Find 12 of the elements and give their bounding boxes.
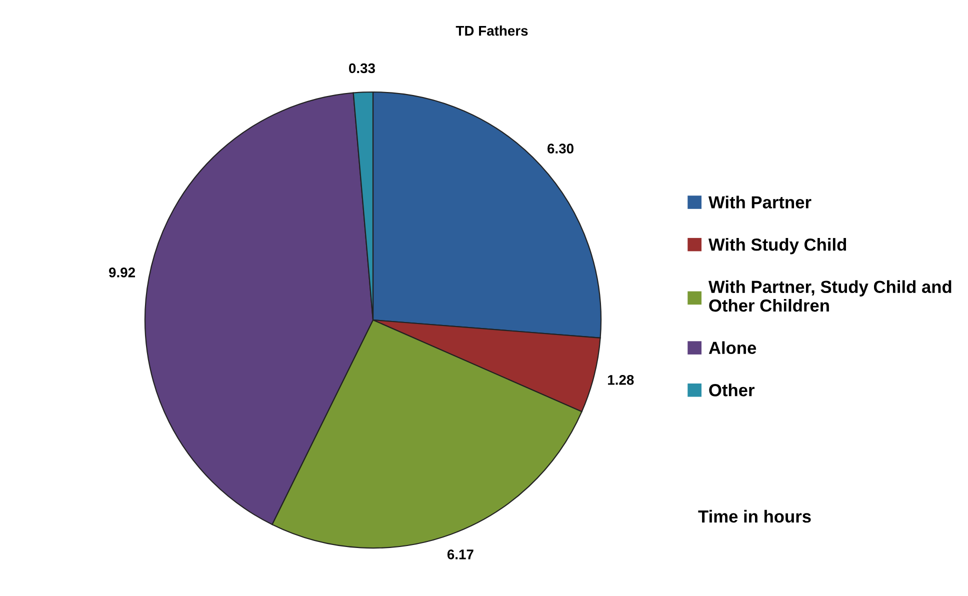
- data-label: 6.30: [548, 144, 574, 154]
- legend-label: With Partner, Study Child and Other Children: [708, 280, 952, 312]
- data-label: 6.17: [447, 550, 474, 560]
- legend-label: With Partner: [708, 196, 812, 208]
- legend-label: With Study Child: [708, 238, 846, 254]
- chart-title: TD Fathers: [456, 26, 528, 36]
- data-label: 0.33: [349, 63, 375, 74]
- data-label: 9.92: [109, 268, 135, 278]
- data-label: 1.28: [608, 374, 634, 385]
- legend-label: Other: [709, 384, 754, 396]
- legend-label: Alone: [708, 341, 756, 354]
- text: Time in hours: [698, 510, 811, 523]
